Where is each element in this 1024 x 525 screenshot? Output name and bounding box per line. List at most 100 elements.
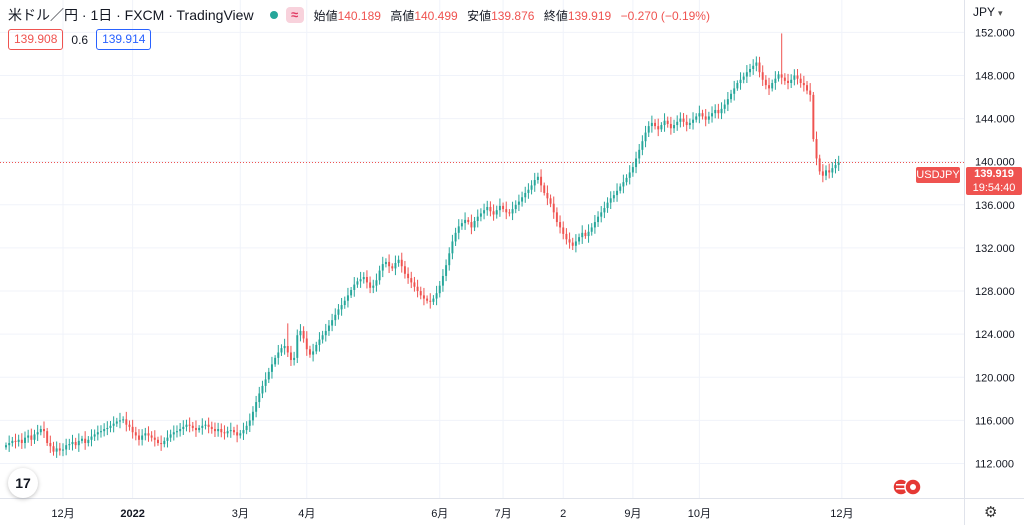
candle-body	[17, 439, 20, 442]
candle-body	[704, 116, 707, 120]
candle-body	[606, 202, 609, 209]
candle-body	[217, 429, 220, 432]
candle-body	[87, 439, 90, 444]
candle-body	[118, 420, 121, 422]
candle-body	[511, 209, 514, 214]
candle-body	[755, 62, 758, 66]
candle-body	[742, 76, 745, 80]
high-value: 140.499	[414, 8, 458, 23]
candle-body	[717, 109, 720, 114]
candle-body	[457, 226, 460, 233]
candle-body	[175, 431, 178, 433]
candle-body	[603, 208, 606, 213]
chevron-down-icon: ▾	[998, 8, 1003, 18]
candle-body	[308, 349, 311, 355]
time-tick-label: 4月	[298, 508, 315, 520]
candle-body	[312, 351, 315, 355]
candle-body	[71, 441, 74, 445]
candle-body	[315, 344, 318, 352]
candle-body	[160, 443, 163, 445]
candle-body	[571, 242, 574, 246]
time-tick-label: 3月	[232, 508, 249, 520]
currency-selector[interactable]: JPY ▾	[973, 5, 1003, 19]
wave-icon[interactable]: ≈	[285, 7, 304, 23]
tradingview-logo-icon[interactable]: 17	[8, 468, 38, 498]
candle-body	[578, 237, 581, 242]
candle-body	[134, 432, 137, 436]
candle-body	[802, 83, 805, 86]
candle-body	[407, 273, 410, 279]
candle-body	[144, 433, 147, 436]
candle-body	[590, 227, 593, 232]
buy-button[interactable]: 139.914	[96, 29, 152, 50]
candle-body	[745, 72, 748, 77]
candle-body	[682, 118, 685, 122]
candle-body	[527, 189, 530, 193]
candle-body	[733, 88, 736, 94]
candle-body	[540, 176, 543, 186]
candle-body	[806, 85, 808, 91]
candle-body	[600, 212, 603, 217]
candle-body	[293, 357, 296, 361]
price-tick-label: 112.000	[975, 459, 1014, 471]
candle-body	[685, 121, 688, 126]
sell-button[interactable]: 139.908	[8, 29, 64, 50]
candle-body	[255, 402, 258, 412]
candle-body	[106, 427, 109, 430]
candle-body	[334, 314, 337, 321]
candle-body	[654, 122, 657, 127]
candle-body	[834, 164, 837, 169]
candle-body	[55, 448, 58, 452]
candle-body	[410, 278, 413, 283]
candle-body	[245, 425, 248, 431]
candle-body	[799, 78, 802, 83]
candle-body	[232, 430, 235, 433]
candle-body	[251, 411, 254, 421]
candle-body	[182, 426, 185, 430]
symbol-title[interactable]: 米ドル／円 · 1日 · FXCM · TradingView	[8, 7, 254, 23]
candle-body	[818, 158, 821, 172]
price-tick-label: 140.000	[975, 157, 1015, 169]
candle-body	[454, 232, 457, 242]
candle-body	[796, 75, 799, 79]
candle-body	[188, 424, 191, 426]
candle-body	[280, 348, 283, 353]
candle-body	[739, 79, 742, 83]
gear-icon[interactable]: ⚙	[984, 504, 998, 521]
candle-body	[426, 298, 429, 301]
candle-body	[239, 433, 242, 436]
candle-body	[492, 211, 495, 215]
candle-body	[574, 241, 577, 246]
candle-body	[809, 90, 812, 95]
symbol-tag: USDJPY	[916, 167, 960, 183]
candle-body	[628, 172, 631, 178]
candle-body	[581, 232, 584, 238]
candle-body	[283, 346, 286, 349]
candle-body	[122, 419, 125, 421]
current-price-label: 139.919 19:54:40	[966, 167, 1022, 195]
candle-body	[828, 170, 831, 173]
candle-body	[673, 125, 676, 129]
candle-body	[711, 113, 714, 117]
candle-body	[20, 439, 23, 444]
candle-body	[109, 425, 112, 428]
currency-flags-icon[interactable]	[892, 478, 922, 496]
candle-body	[663, 120, 666, 126]
candle-body	[483, 210, 486, 214]
candle-body	[125, 419, 128, 425]
price-tick-label: 136.000	[975, 200, 1015, 212]
candle-body	[707, 116, 710, 120]
candle-body	[761, 72, 764, 80]
candle-body	[169, 434, 172, 438]
candle-body	[777, 74, 780, 79]
candle-body	[201, 425, 204, 428]
candle-body	[764, 79, 767, 86]
candle-body	[267, 371, 270, 380]
candle-body	[517, 201, 520, 205]
candle-body	[289, 352, 292, 361]
candle-body	[441, 275, 444, 286]
candle-body	[780, 74, 783, 78]
price-tick-label: 116.000	[975, 415, 1014, 427]
candle-body	[248, 420, 251, 426]
